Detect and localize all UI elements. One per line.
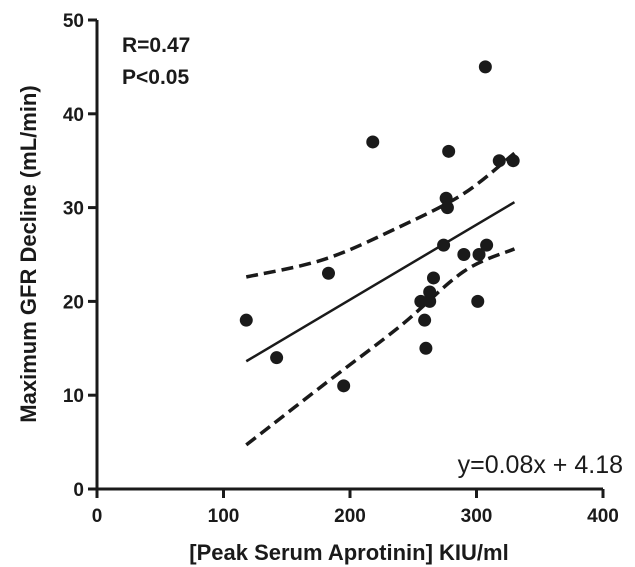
data-point [270,351,284,365]
data-point [480,238,494,252]
data-point [418,313,432,327]
x-tick-label: 200 [334,506,366,527]
ci-lower-line [245,247,516,447]
y-tick-label: 30 [63,199,84,220]
y-axis-title: Maximum GFR Decline (mL/min) [16,85,41,422]
data-point [321,266,335,280]
axes [95,20,603,491]
ci-upper-line [245,151,516,279]
data-point [471,294,485,308]
data-point [426,271,440,285]
data-point [239,313,253,327]
data-point [506,154,520,168]
confidence-bands [245,151,516,447]
data-point [419,341,433,355]
data-point [437,238,451,252]
x-tick-label: 0 [92,506,103,527]
data-point [423,285,437,299]
data-point [478,60,492,74]
y-tick-label: 50 [63,11,84,32]
regression-equation: y=0.08x + 4.18 [458,451,623,479]
data-point [472,248,486,261]
y-tick-label: 0 [73,480,84,501]
data-point [492,154,506,168]
r-value: R=0.47 [122,34,190,57]
x-tick-label: 300 [461,506,493,527]
data-point [457,248,471,261]
p-value: P<0.05 [122,66,189,89]
regression-line [245,201,516,363]
y-ticks: 0 10 20 30 40 50 [63,11,97,501]
x-tick-label: 100 [208,506,240,527]
data-point [337,379,351,393]
data-point [366,135,380,149]
data-point [440,201,454,215]
x-ticks: 0 100 200 300 400 [92,489,619,527]
data-points [239,60,520,393]
data-point [442,144,456,158]
y-tick-label: 40 [63,105,84,126]
y-tick-label: 20 [63,292,84,313]
x-tick-label: 400 [587,506,619,527]
x-axis-title: [Peak Serum Aprotinin] KIU/ml [189,540,508,565]
y-tick-label: 10 [63,386,84,407]
data-point [423,294,437,308]
